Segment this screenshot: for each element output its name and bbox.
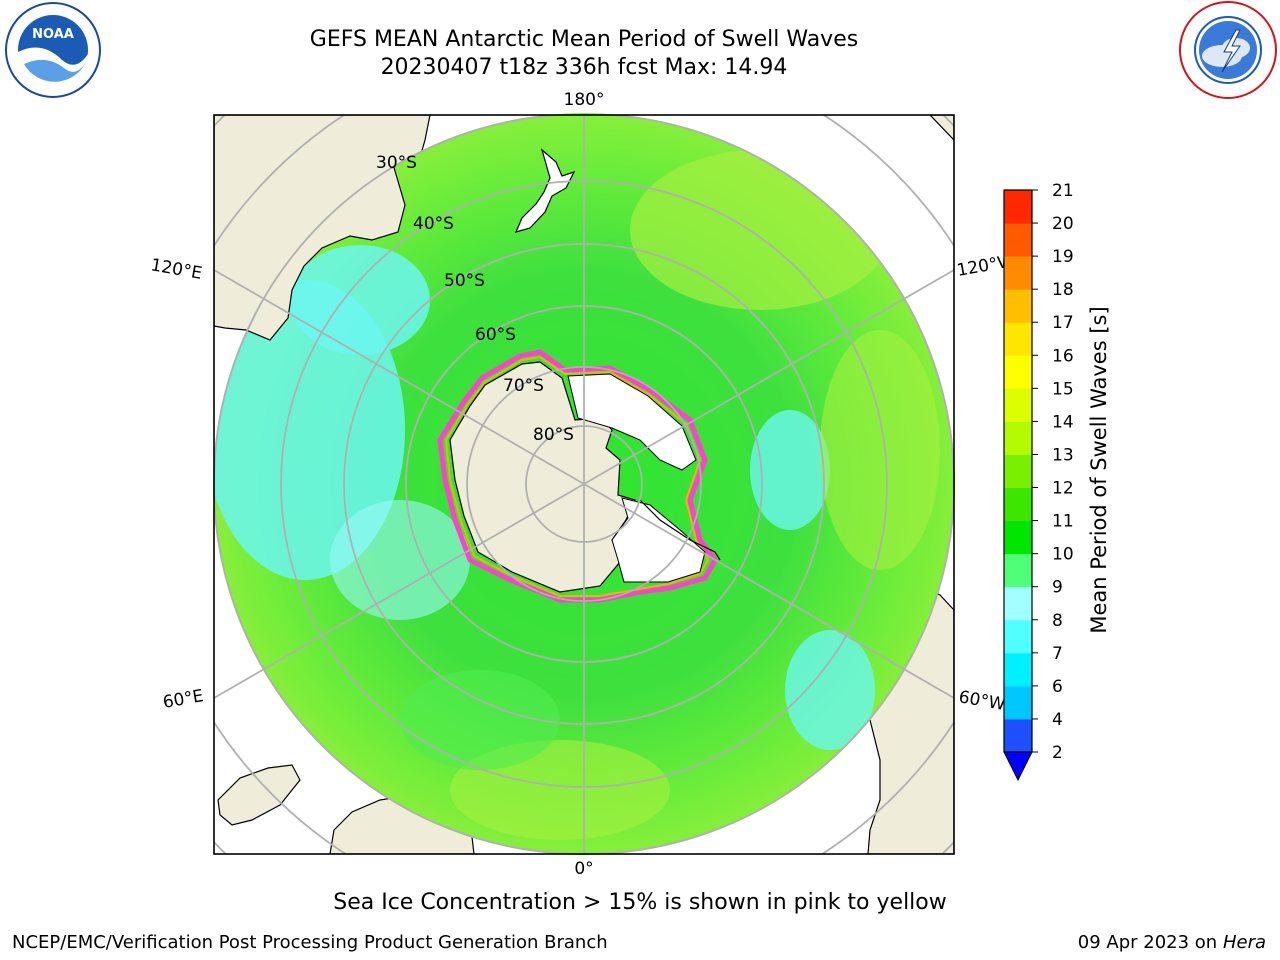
lon-label-60e: 60°E bbox=[161, 686, 205, 713]
ross-ice-shelf bbox=[567, 373, 697, 471]
swell-region-cyan-nw bbox=[290, 245, 430, 355]
sea-ice-edge bbox=[437, 349, 718, 603]
map-title: GEFS MEAN Antarctic Mean Period of Swell… bbox=[309, 27, 859, 52]
weddell-ice-shelf bbox=[611, 497, 706, 583]
colorbar: 2 4 6 7 8 9 10 11 12 13 14 15 16 17 18 19 20 21 bbox=[1003, 181, 1074, 782]
lon-label-60w: 60°W bbox=[957, 687, 1007, 715]
swell-region-yellowgreen-e bbox=[820, 330, 940, 570]
footer-machine: Hera bbox=[1222, 932, 1266, 953]
swell-region-cyan-east bbox=[750, 410, 830, 530]
lat-label-40s: 40°S bbox=[413, 214, 454, 234]
colorbar-tick-label: 6 bbox=[1052, 677, 1063, 697]
colorbar-tick-label: 15 bbox=[1052, 379, 1074, 399]
colorbar-under-triangle bbox=[1003, 751, 1033, 782]
colorbar-outline bbox=[1003, 189, 1033, 753]
colorbar-segment bbox=[1004, 487, 1032, 522]
corner-land-top-right bbox=[929, 115, 954, 141]
lon-label-180: 180° bbox=[564, 90, 605, 110]
colorbar-tick-label: 11 bbox=[1052, 512, 1074, 532]
colorbar-tick-label: 20 bbox=[1052, 214, 1074, 234]
lat-label-70s: 70°S bbox=[503, 376, 544, 396]
sea-ice-note: Sea Ice Concentration > 15% is shown in … bbox=[333, 890, 947, 915]
lat-label-80s: 80°S bbox=[533, 425, 574, 445]
colorbar-segment bbox=[1004, 586, 1032, 621]
colorbar-tick-label: 9 bbox=[1052, 578, 1063, 598]
colorbar-tick-label: 16 bbox=[1052, 346, 1074, 366]
noaa-logo-text: NOAA bbox=[32, 27, 74, 42]
colorbar-segment bbox=[1004, 256, 1032, 290]
colorbar-label: Mean Period of Swell Waves [s] bbox=[1087, 306, 1111, 633]
colorbar-segment bbox=[1004, 388, 1032, 422]
colorbar-segment bbox=[1004, 289, 1032, 323]
noaa-logo-icon: NOAA bbox=[5, 2, 101, 98]
colorbar-segment bbox=[1004, 355, 1032, 389]
footer-date: 09 Apr 2023 on Hera bbox=[1078, 932, 1266, 953]
colorbar-tick-label: 10 bbox=[1052, 545, 1074, 565]
colorbar-segment bbox=[1004, 190, 1032, 224]
swell-region-yellowgreen-ne bbox=[630, 150, 890, 310]
colorbar-tick-label: 4 bbox=[1052, 710, 1063, 730]
colorbar-tick-label: 21 bbox=[1052, 181, 1074, 201]
colorbar-segment bbox=[1004, 553, 1032, 588]
lat-label-30s: 30°S bbox=[376, 153, 417, 173]
colorbar-tick-label: 8 bbox=[1052, 611, 1063, 631]
colorbar-segment bbox=[1004, 718, 1032, 753]
colorbar-tick-label: 2 bbox=[1052, 743, 1063, 763]
colorbar-segment bbox=[1004, 421, 1032, 455]
map-subtitle: 20230407 t18z 336h fcst Max: 14.94 bbox=[380, 55, 788, 80]
swell-region-light-cyan bbox=[330, 500, 470, 620]
colorbar-tick-label: 13 bbox=[1052, 445, 1074, 465]
swell-region-cyan-west bbox=[213, 280, 405, 580]
colorbar-segment bbox=[1004, 454, 1032, 489]
colorbar-tick-label: 7 bbox=[1052, 644, 1063, 664]
colorbar-segment bbox=[1004, 223, 1032, 257]
footer-date-text: 09 Apr 2023 on bbox=[1077, 932, 1218, 953]
colorbar-segment bbox=[1004, 520, 1032, 555]
colorbar-segment bbox=[1004, 652, 1032, 687]
lon-label-0: 0° bbox=[574, 859, 593, 879]
colorbar-segment bbox=[1004, 322, 1032, 356]
colorbar-segment bbox=[1004, 685, 1032, 720]
swell-region-cyan-se bbox=[785, 630, 875, 750]
lat-label-60s: 60°S bbox=[475, 325, 516, 345]
map-frame bbox=[213, 114, 955, 855]
colorbar-tick-label: 19 bbox=[1052, 247, 1074, 267]
swell-region-green-s bbox=[400, 670, 560, 770]
lat-label-50s: 50°S bbox=[444, 271, 485, 291]
footer-organization: NCEP/EMC/Verification Post Processing Pr… bbox=[12, 932, 608, 953]
new-zealand-land bbox=[514, 148, 576, 233]
lon-label-120e: 120°E bbox=[149, 255, 203, 284]
colorbar-segment bbox=[1004, 619, 1032, 654]
madagascar-land bbox=[217, 764, 301, 826]
antarctic-peninsula bbox=[639, 499, 721, 561]
colorbar-tick-label: 18 bbox=[1052, 280, 1074, 300]
colorbar-tick-label: 17 bbox=[1052, 313, 1074, 333]
colorbar-tick-label: 14 bbox=[1052, 412, 1074, 432]
colorbar-tick-label: 12 bbox=[1052, 479, 1074, 499]
graticule bbox=[214, 115, 954, 854]
nws-logo-icon bbox=[1179, 1, 1277, 99]
